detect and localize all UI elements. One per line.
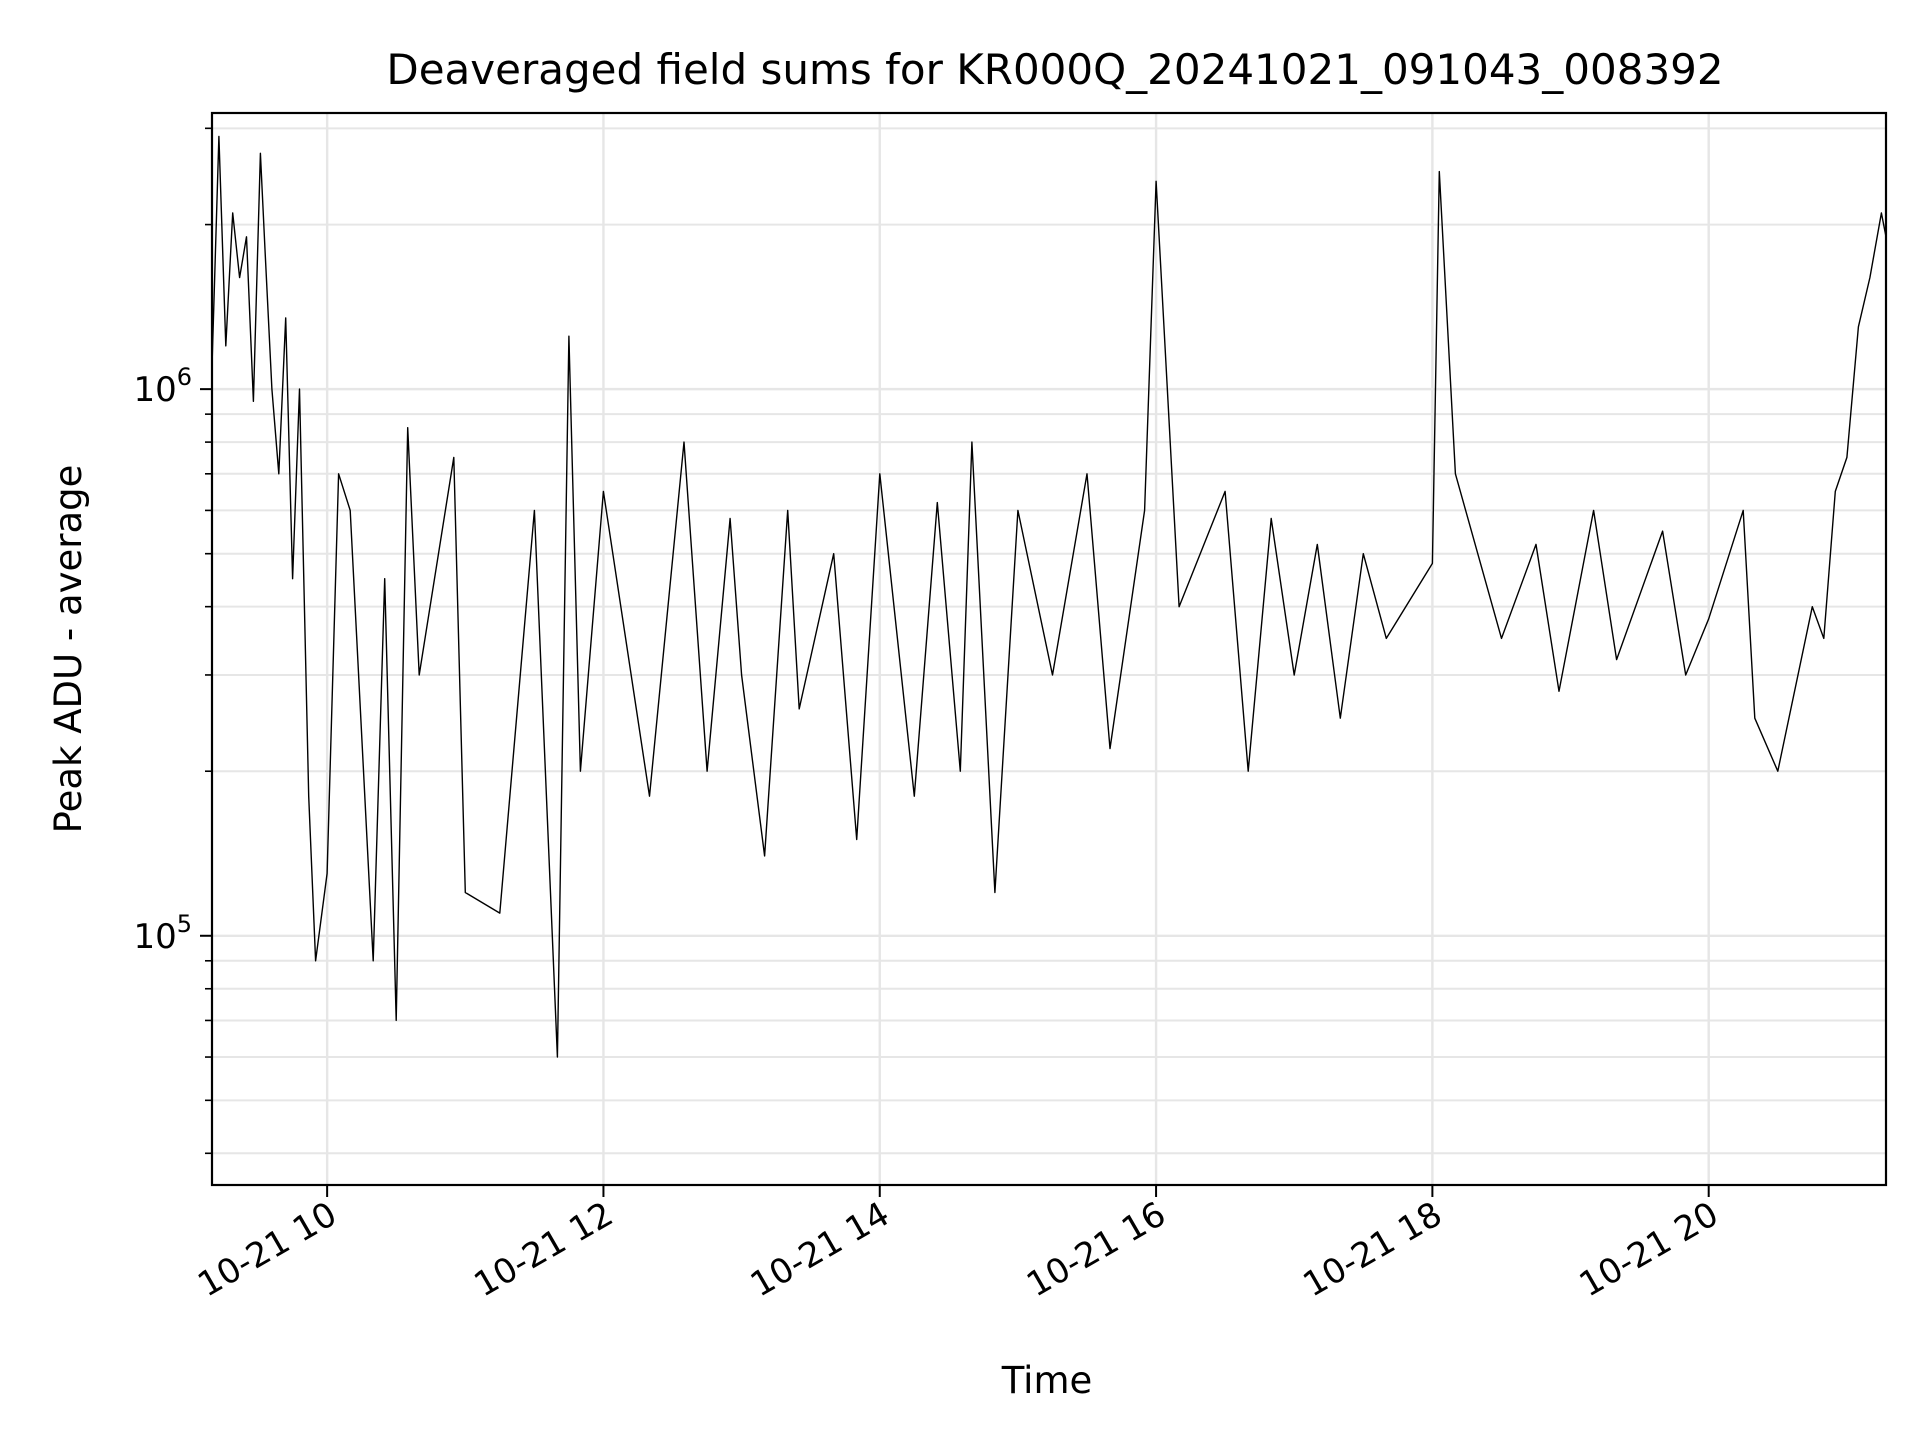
x-tick-label: 10-21 18 [1296, 1194, 1448, 1305]
x-tick-label: 10-21 20 [1573, 1194, 1725, 1305]
y-axis-label: Peak ADU - average [47, 465, 90, 834]
x-tick-label: 10-21 10 [191, 1194, 343, 1305]
y-axis: 105 106 [133, 127, 212, 1155]
series-line [211, 135, 1887, 1058]
grid [212, 113, 1886, 1185]
y-tick-label: 106 [133, 363, 192, 410]
plot-frame [210, 111, 1888, 1187]
series-line-group [211, 135, 1887, 1058]
y-tick-label: 105 [133, 910, 192, 957]
x-tick-label: 10-21 14 [744, 1194, 896, 1305]
x-tick-label: 10-21 16 [1020, 1194, 1172, 1305]
x-tick-label: 10-21 12 [468, 1194, 620, 1305]
x-axis: 10-21 10 10-21 12 10-21 14 10-21 16 10-21 18… [191, 1185, 1725, 1305]
x-axis-label: Time [1001, 1359, 1093, 1402]
chart-title: Deaveraged field sums for KR000Q_2024102… [386, 45, 1723, 94]
